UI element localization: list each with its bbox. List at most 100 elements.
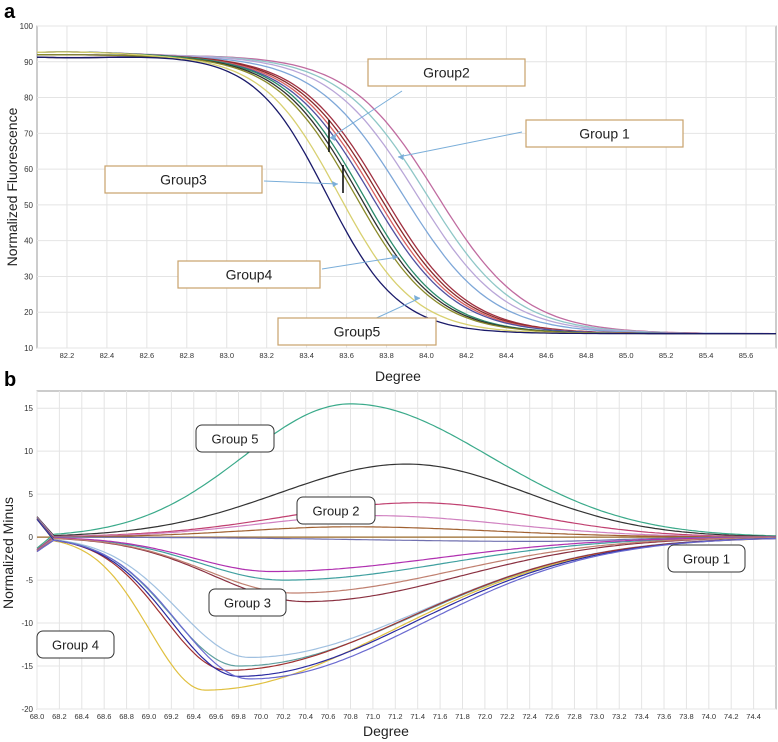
panel-b-callout-box (667, 544, 746, 573)
panel-a-y-tick-label: 70 (24, 129, 33, 138)
panel-a-x-tick-label: 84.8 (579, 351, 594, 360)
panel-b-y-tick-label: 0 (29, 533, 34, 542)
panel-a-callout-box (367, 58, 526, 87)
panel-b-x-tick-label: 74.2 (724, 712, 739, 721)
panel-b-x-tick-label: 70.4 (298, 712, 313, 721)
panel-a-y-tick-label: 60 (24, 165, 33, 174)
panel-a-letter: a (4, 1, 16, 23)
panel-a-callout-box (177, 260, 321, 289)
panel-b-series-line (36, 502, 776, 550)
panel-a-callout-box (525, 119, 684, 148)
panel-a-y-tick-label: 50 (24, 201, 33, 210)
panel-a-callout-arrow (321, 256, 399, 270)
panel-b-y-tick-label: 15 (24, 404, 33, 413)
panel-a-x-tick-label: 82.2 (60, 351, 75, 360)
panel-b-series-line (36, 517, 776, 581)
panel-b-y-tick-label: 10 (24, 447, 33, 456)
panel-a-x-tick-label: 82.4 (100, 351, 115, 360)
panel-b-x-tick-label: 73.6 (657, 712, 672, 721)
panel-a-callout-label: Group4 (226, 267, 273, 283)
panel-a-callout-arrowhead (332, 181, 338, 187)
panel-b-x-tick-label: 70.8 (343, 712, 358, 721)
panel-b-x-tick-label: 69.8 (231, 712, 246, 721)
panel-a-x-tick-label: 84.2 (459, 351, 474, 360)
panel-b-letter: b (4, 369, 16, 391)
panel-b-x-tick-label: 69.6 (209, 712, 224, 721)
panel-a-callout-label: Group3 (160, 172, 207, 188)
panel-b-x-tick-label: 71.2 (388, 712, 403, 721)
panel-a-y-tick-label: 30 (24, 272, 33, 281)
panel-b-x-tick-label: 68.6 (97, 712, 112, 721)
panel-b-series-line (36, 537, 777, 594)
panel-a-y-tick-label: 20 (24, 308, 33, 317)
panel-b-series-line (36, 537, 777, 671)
panel-b-callout-box (296, 496, 376, 525)
panel-a-callout-arrow (263, 180, 339, 185)
panel-a-callout-arrow (369, 297, 421, 322)
panel-b-x-tick-label: 72.6 (545, 712, 560, 721)
panel-a-y-tick-label: 80 (24, 94, 33, 103)
panel-b-x-tick-label: 69.4 (186, 712, 201, 721)
panel-a-x-tick-label: 82.6 (140, 351, 155, 360)
panel-a-y-tick-label: 40 (24, 237, 33, 246)
panel-a-x-tick-label: 85.4 (699, 351, 714, 360)
panel-a-callout-arrow (329, 90, 403, 139)
panel-b-series-line (36, 463, 777, 538)
panel-a-x-tick-label: 84.4 (499, 351, 514, 360)
panel-a-y-tick-label: 90 (24, 58, 33, 67)
panel-a-callout-label: Group 1 (579, 126, 630, 142)
panel-b-series-line (36, 403, 777, 549)
panel-a-x-tick-label: 82.8 (179, 351, 194, 360)
panel-a-x-tick-label: 85.0 (619, 351, 634, 360)
panel-b-series-line (36, 537, 777, 680)
panel-a-callout-arrowhead (330, 135, 336, 141)
panel-b-x-tick-label: 72.4 (522, 712, 537, 721)
panel-b-x-axis-title: Degree (363, 723, 409, 739)
panel-b-x-tick-label: 71.8 (455, 712, 470, 721)
panel-a-callout-arrowhead (392, 254, 398, 260)
panel-a-y-tick-label: 10 (24, 344, 33, 353)
panel-b-series-line (36, 526, 776, 551)
panel-b-x-tick-label: 71.6 (433, 712, 448, 721)
panel-b-x-tick-label: 68.0 (30, 712, 45, 721)
panel-a-x-tick-label: 84.0 (419, 351, 434, 360)
panel-b-series-line (36, 518, 777, 603)
panel-a-x-tick-label: 83.2 (259, 351, 274, 360)
panel-b-callout-label: Group 4 (52, 638, 99, 653)
panel-b-y-tick-label: -10 (21, 619, 33, 628)
panel-b-x-tick-label: 70.0 (254, 712, 269, 721)
panel-a-x-tick-label: 84.6 (539, 351, 554, 360)
panel-b-x-tick-label: 70.6 (321, 712, 336, 721)
panel-b-callout-box (36, 630, 115, 659)
panel-b-x-tick-label: 72.8 (567, 712, 582, 721)
panel-b-x-tick-label: 71.4 (410, 712, 425, 721)
panel-a-callout-arrowhead (398, 154, 404, 160)
panel-a-y-tick-label: 100 (20, 22, 34, 31)
panel-a-x-tick-label: 83.0 (219, 351, 234, 360)
panel-b-x-tick-label: 69.0 (142, 712, 157, 721)
panel-b-callout-box (208, 588, 287, 617)
panel-a-callout-box (277, 317, 437, 346)
panel-a-series-line (36, 56, 776, 335)
panel-a-callout-label: Group2 (423, 65, 470, 81)
panel-b-y-tick-label: -5 (26, 576, 34, 585)
panel-b-x-tick-label: 74.4 (746, 712, 761, 721)
panel-b-y-tick-label: 5 (29, 490, 34, 499)
panel-a-x-tick-label: 85.2 (659, 351, 674, 360)
panel-b-x-tick-label: 73.2 (612, 712, 627, 721)
panel-a-x-tick-label: 83.6 (339, 351, 354, 360)
panel-a-callouts: Group2 Group 1 Group3 Group4 Group5 (104, 58, 684, 346)
panel-b-x-tick-label: 73.4 (634, 712, 649, 721)
panel-b-x-tick-label: 73.0 (590, 712, 605, 721)
panel-b-callout-label: Group 3 (224, 596, 271, 611)
panel-a-callout-box (104, 165, 263, 194)
panel-b-x-tick-label: 68.4 (74, 712, 89, 721)
panel-b-x-tick-label: 70.2 (276, 712, 291, 721)
panel-a-callout-arrowhead (414, 295, 420, 301)
panel-b-y-ticks: 15 10 5 0 -5 -10 -15 -20 (21, 404, 33, 714)
panel-a-series-group (36, 51, 776, 335)
panel-b-x-tick-label: 72.0 (478, 712, 493, 721)
panel-b-callouts: Group 5 Group 2 Group 1 Group 3 Group 4 (36, 424, 746, 659)
panel-b-x-tick-label: 74.0 (702, 712, 717, 721)
